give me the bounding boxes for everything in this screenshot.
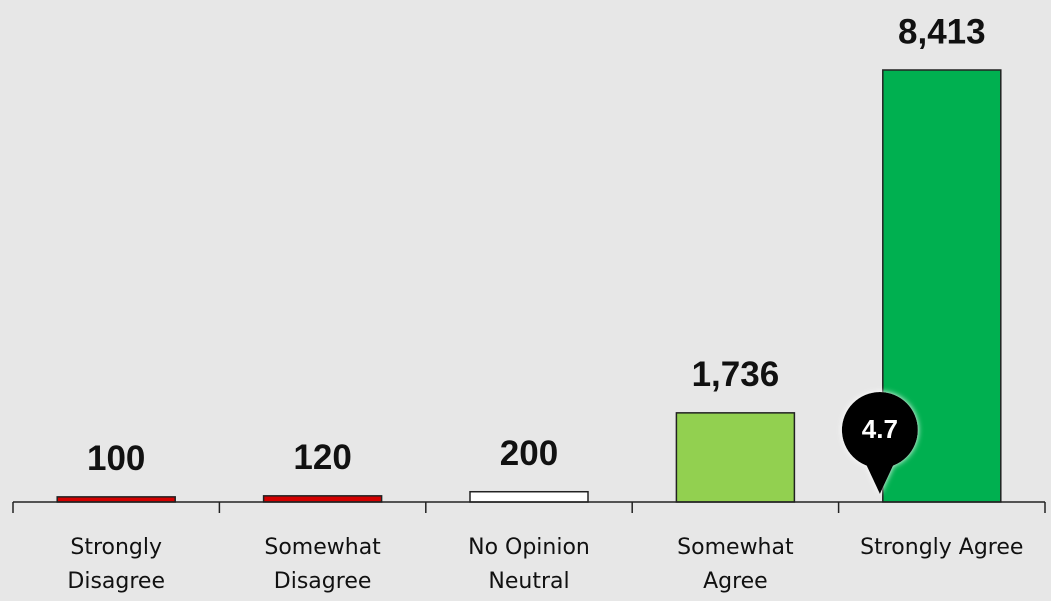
bar — [675, 412, 796, 503]
category-label: Disagree — [67, 569, 165, 594]
bar — [56, 496, 176, 503]
value-label: 120 — [293, 438, 351, 477]
bar — [262, 495, 383, 503]
category-label: Strongly — [70, 535, 162, 560]
pin-shape — [865, 464, 894, 494]
pin-label: 4.7 — [862, 414, 898, 444]
bar — [469, 490, 589, 503]
value-label: 200 — [500, 434, 558, 473]
pin-head — [841, 392, 918, 468]
category-label: No Opinion — [468, 535, 590, 560]
category-label: Somewhat — [264, 535, 381, 560]
value-label: 8,413 — [898, 12, 986, 51]
category-label: Strongly Agree — [860, 535, 1023, 560]
value-label: 1,736 — [692, 355, 780, 394]
category-label: Agree — [703, 569, 768, 594]
category-label: Disagree — [274, 569, 372, 594]
category-label: Somewhat — [677, 535, 794, 560]
score-pin — [841, 392, 918, 494]
category-label: Neutral — [488, 569, 569, 594]
value-label: 100 — [87, 439, 145, 478]
